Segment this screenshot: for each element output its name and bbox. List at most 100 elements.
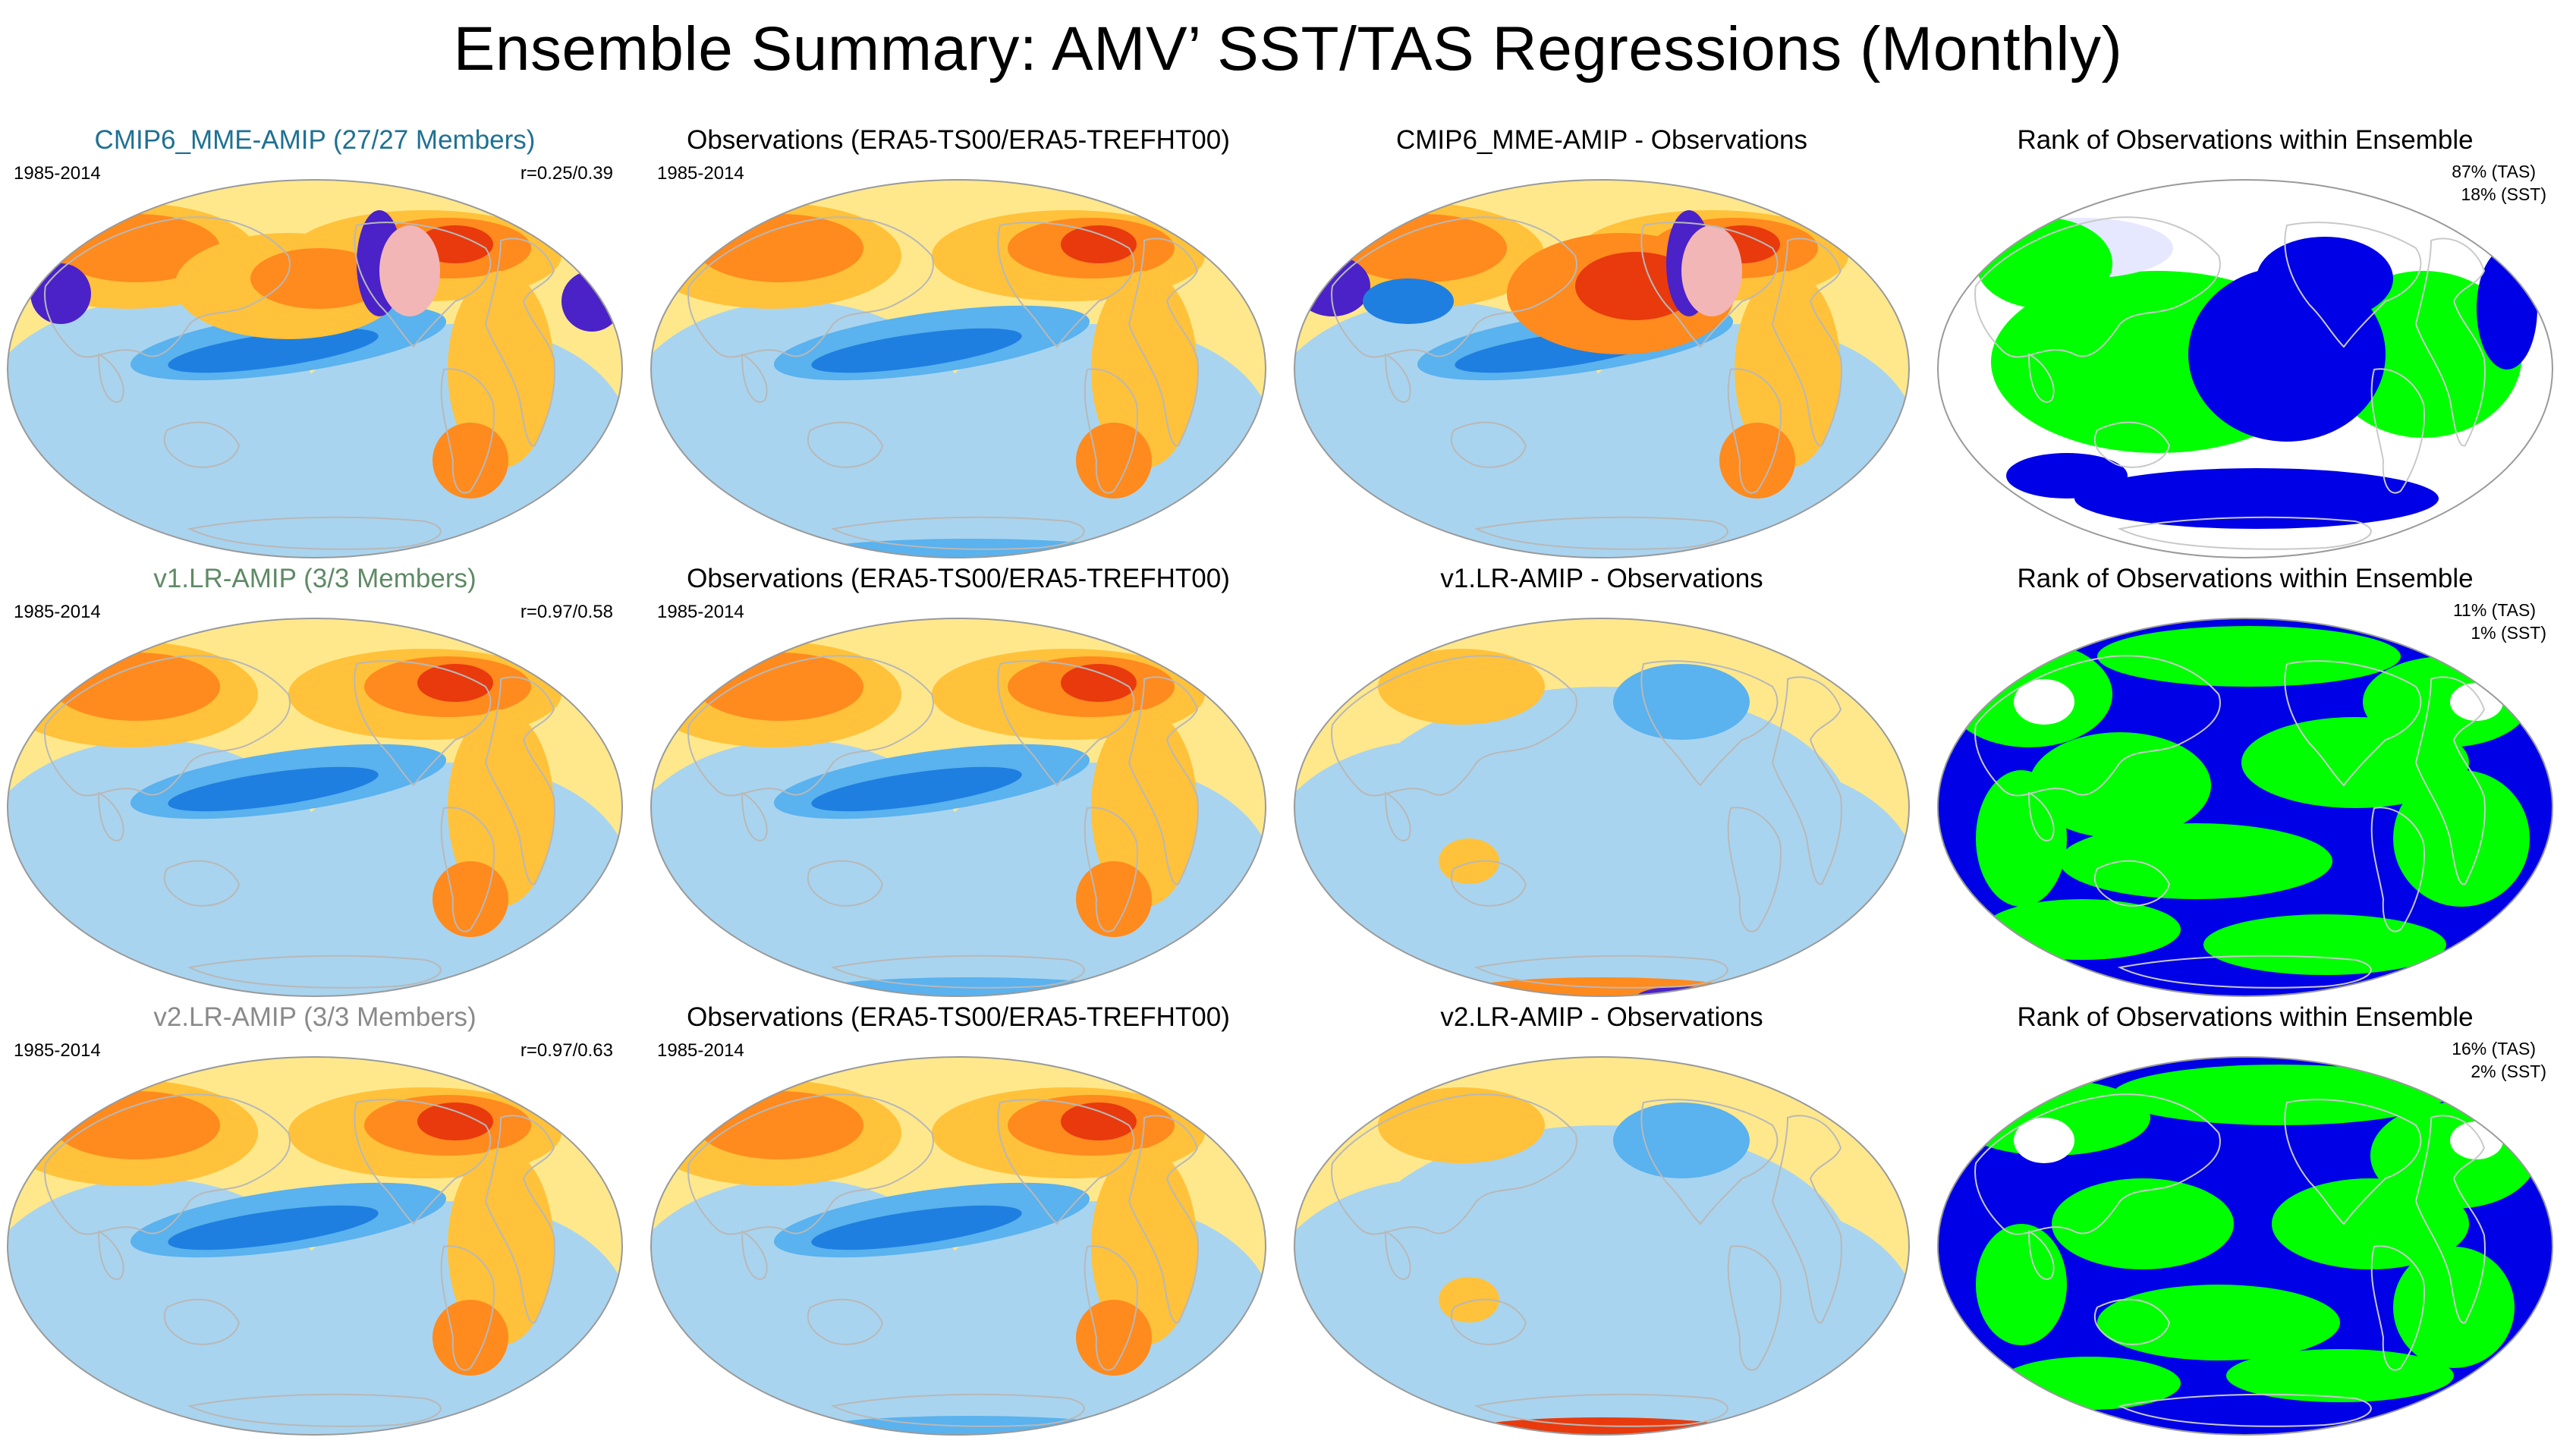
coastline <box>2117 516 2372 550</box>
anomaly-region <box>1076 423 1152 499</box>
regression-map <box>7 1056 623 1436</box>
rank-map <box>1937 179 2553 558</box>
coastline <box>997 660 1135 787</box>
coastline <box>687 1093 934 1235</box>
anomaly-region <box>1061 225 1137 263</box>
anomaly-region <box>1999 1357 2181 1410</box>
coastline <box>484 676 555 885</box>
panel-diff: v2.LR-AMIP - Observations <box>1287 1002 1917 1450</box>
anomaly-region <box>448 1148 554 1345</box>
correlation-label: r=0.97/0.58 <box>520 602 613 622</box>
coastline <box>1974 655 2221 797</box>
coastline <box>807 1298 884 1345</box>
coastline <box>1331 655 1577 797</box>
map-border <box>1294 618 1910 997</box>
map-border <box>650 618 1266 997</box>
coastline <box>830 955 1085 989</box>
rank-tas-label: 11% (TAS) <box>2452 600 2536 620</box>
coastline <box>2370 1245 2425 1371</box>
anomaly-region <box>30 263 91 324</box>
panel-title: v2.LR-AMIP (3/3 Members) <box>153 1002 477 1032</box>
coastline <box>1640 222 1779 348</box>
anomaly-region <box>2097 626 2401 687</box>
difference-map <box>1294 618 1910 997</box>
coastline <box>44 655 291 797</box>
map-border <box>1937 618 2553 997</box>
map-border <box>1294 179 1910 558</box>
rank-tas-label: 87% (TAS) <box>2452 162 2536 181</box>
panel-title: Observations (ERA5-TS00/ERA5-TREFHT00) <box>687 564 1230 593</box>
map-border <box>7 179 623 558</box>
coastline <box>1474 955 1728 989</box>
coastline <box>2117 1393 2372 1427</box>
coastline <box>1384 1230 1411 1280</box>
panel-rank: Rank of Observations within Ensemble 11%… <box>1930 564 2560 1011</box>
panel-title: Rank of Observations within Ensemble <box>2017 564 2474 593</box>
panel-title: v1.LR-AMIP (3/3 Members) <box>153 564 477 593</box>
coastline <box>741 791 768 841</box>
coastline <box>997 222 1135 348</box>
anomaly-region <box>1351 687 1852 960</box>
panel-title: CMIP6_MME-AMIP - Observations <box>1396 125 1807 155</box>
coastline <box>807 860 884 907</box>
coastline <box>1640 660 1779 787</box>
coastline <box>440 807 495 933</box>
coastline <box>163 860 241 907</box>
anomaly-region <box>2097 1285 2340 1360</box>
anomaly-region <box>1091 709 1197 907</box>
anomaly-region <box>1091 1148 1197 1345</box>
coastline <box>44 216 291 358</box>
panel-model: v2.LR-AMIP (3/3 Members) 1985-2014 r=0.9… <box>0 1002 630 1450</box>
period-label: 1985-2014 <box>657 163 744 184</box>
anomaly-region <box>250 248 387 309</box>
coastline <box>830 516 1085 550</box>
coastline <box>1450 860 1527 907</box>
anomaly-region <box>2006 453 2128 499</box>
coastline <box>1474 516 1728 550</box>
panel-obs: Observations (ERA5-TS00/ERA5-TREFHT00) 1… <box>643 1002 1273 1450</box>
coastline <box>163 1298 241 1345</box>
coastline <box>2027 1230 2055 1280</box>
anomaly-region <box>1735 271 1841 468</box>
panel-title: Observations (ERA5-TS00/ERA5-TREFHT00) <box>687 125 1230 155</box>
coastline <box>97 353 124 403</box>
period-label: 1985-2014 <box>657 1040 744 1061</box>
coastline <box>2284 222 2422 348</box>
rank-map <box>1937 1056 2553 1436</box>
regression-map <box>7 179 623 558</box>
anomaly-region <box>2112 1065 2446 1125</box>
coastline <box>1450 421 1527 468</box>
coastline <box>1331 1093 1577 1235</box>
coastline <box>163 421 241 468</box>
coastline <box>1727 368 1782 494</box>
anomaly-region <box>379 225 440 316</box>
map-border <box>1294 1056 1910 1436</box>
coastline <box>2414 676 2486 885</box>
coastline <box>1727 1245 1782 1371</box>
anomaly-region <box>168 1205 379 1250</box>
anomaly-region <box>2241 717 2469 808</box>
panel-obs: Observations (ERA5-TS00/ERA5-TREFHT00) 1… <box>643 564 1273 1011</box>
panel-title: Rank of Observations within Ensemble <box>2017 1002 2474 1032</box>
anomaly-region <box>2450 1121 2503 1159</box>
anomaly-region <box>1976 1224 2067 1345</box>
anomaly-region <box>2074 468 2439 529</box>
coastline <box>484 237 555 447</box>
anomaly-region <box>168 328 379 373</box>
coastline <box>44 1093 291 1235</box>
coastline <box>1974 1093 2221 1235</box>
coastline <box>187 516 442 550</box>
coastline <box>1771 237 1842 447</box>
panel-rank: Rank of Observations within Ensemble 16%… <box>1930 1002 2560 1450</box>
coastline <box>1640 1099 1779 1225</box>
coastline <box>2284 660 2422 787</box>
coastline <box>1450 1298 1527 1345</box>
regression-map <box>650 179 1266 558</box>
panel-title: Observations (ERA5-TS00/ERA5-TREFHT00) <box>687 1002 1230 1032</box>
anomaly-region <box>1363 278 1454 324</box>
coastline <box>2093 421 2171 468</box>
coastline <box>997 1099 1135 1225</box>
coastline <box>440 368 495 494</box>
rank-sst-label: 2% (SST) <box>2471 1062 2546 1081</box>
period-label: 1985-2014 <box>657 602 744 622</box>
